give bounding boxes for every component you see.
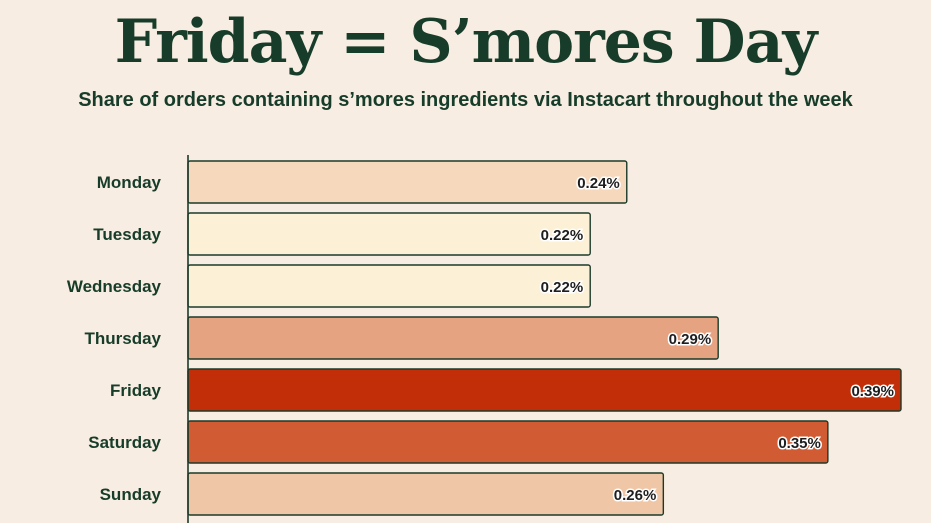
category-label-monday: Monday xyxy=(97,173,162,192)
category-label-sunday: Sunday xyxy=(100,485,162,504)
bar-saturday xyxy=(187,420,829,464)
value-label-wednesday: 0.22% xyxy=(541,279,584,296)
bar-friday xyxy=(187,368,902,412)
chart-title: Friday = S’mores Day xyxy=(114,7,818,77)
value-label-tuesday: 0.22% xyxy=(541,227,584,244)
bar-sunday xyxy=(187,472,665,516)
bar-wednesday xyxy=(187,264,591,308)
value-label-monday: 0.24% xyxy=(577,175,620,192)
bar-monday xyxy=(187,160,628,204)
value-label-thursday: 0.29% xyxy=(669,331,712,348)
category-label-friday: Friday xyxy=(110,381,162,400)
value-label-friday: 0.39% xyxy=(851,383,894,400)
value-label-saturday: 0.35% xyxy=(778,435,821,452)
bar-thursday xyxy=(187,316,719,360)
category-label-wednesday: Wednesday xyxy=(67,277,162,296)
value-label-sunday: 0.26% xyxy=(614,487,657,504)
category-label-tuesday: Tuesday xyxy=(93,225,161,244)
category-label-saturday: Saturday xyxy=(88,433,161,452)
category-label-thursday: Thursday xyxy=(84,329,161,348)
bar-tuesday xyxy=(187,212,591,256)
chart-subtitle: Share of orders containing s’mores ingre… xyxy=(78,89,853,111)
